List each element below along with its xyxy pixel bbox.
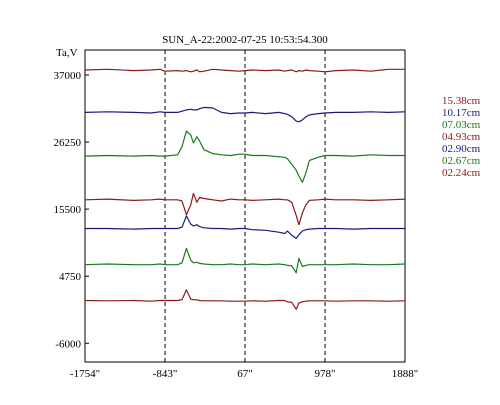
chart-title: SUN_A-22:2002-07-25 10:53:54.300 xyxy=(162,34,328,46)
legend-entry: 02.90cm xyxy=(442,143,481,155)
y-tick-label: 4750 xyxy=(59,271,82,283)
legend-entry: 07.03cm xyxy=(442,119,481,131)
legend-entry: 02.24cm xyxy=(442,167,481,179)
series-group xyxy=(84,68,406,310)
series-line-04.93cm xyxy=(84,192,406,226)
reference-lines xyxy=(164,50,326,362)
x-tick-label: 1888" xyxy=(392,368,419,380)
x-tick-label: 978" xyxy=(315,368,336,380)
series-line-10.17cm xyxy=(84,106,406,123)
series-line-15.38cm xyxy=(84,68,405,73)
series-line-02.67cm xyxy=(84,247,406,274)
legend: 15.38cm10.17cm07.03cm04.93cm02.90cm02.67… xyxy=(442,95,481,179)
legend-entry: 04.93cm xyxy=(442,131,481,143)
y-tick-label: -6000 xyxy=(55,338,81,350)
x-tick-label: -1754" xyxy=(70,368,100,380)
y-tick-label: 37000 xyxy=(54,70,82,82)
y-tick-label: 15500 xyxy=(54,204,82,216)
x-axis: -1754" -843" 67" 978" 1888" xyxy=(70,358,418,380)
legend-entry: 02.67cm xyxy=(442,155,481,167)
series-line-07.03cm xyxy=(84,130,405,183)
y-tick-label: 26250 xyxy=(54,137,82,149)
y-axis: 37000 26250 15500 4750 -6000 xyxy=(54,70,89,350)
x-tick-label: 67" xyxy=(237,368,253,380)
legend-entry: 10.17cm xyxy=(442,107,481,119)
series-line-02.90cm xyxy=(85,215,405,239)
legend-entry: 15.38cm xyxy=(442,95,481,107)
y-axis-label: Ta,V xyxy=(56,47,78,59)
series-line-02.24cm xyxy=(84,289,406,310)
x-tick-label: -843" xyxy=(153,368,178,380)
